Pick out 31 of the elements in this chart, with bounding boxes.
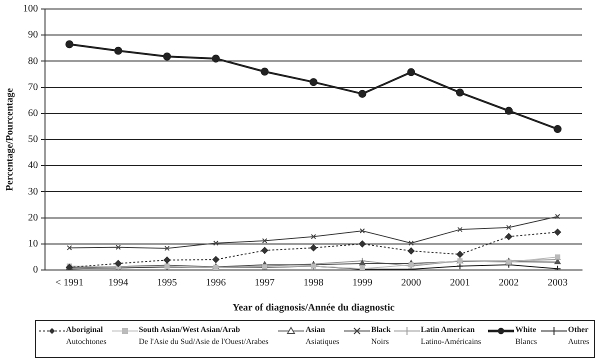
legend-label: White Blancs <box>515 324 538 348</box>
legend-label: Latin American Latino-Américains <box>420 324 482 348</box>
legend-label: Other Autres <box>568 324 590 348</box>
x-tick-label: 1996 <box>206 278 226 289</box>
x-tick-label: 1997 <box>254 278 275 289</box>
y-tick-label: 50 <box>28 134 38 146</box>
y-tick-label: 10 <box>28 238 38 250</box>
x-tick-label: 2001 <box>450 278 470 289</box>
y-tick-label: 70 <box>28 82 38 93</box>
y-axis-title: Percentage/Pourcentage <box>4 87 16 191</box>
y-tick-label: 90 <box>28 30 38 41</box>
y-tick-label: 100 <box>23 4 38 15</box>
y-tick-label: 60 <box>28 108 38 120</box>
x-tick-label: 1999 <box>352 278 372 289</box>
legend-label: Asian Asiatiques <box>305 324 340 348</box>
x-tick-label: 2003 <box>548 278 568 289</box>
x-tick-label: 2000 <box>401 278 422 289</box>
y-tick-label: 0 <box>33 264 38 276</box>
legend-label: Aboriginal Autochtones <box>66 324 108 348</box>
y-tick-label: 40 <box>28 160 38 172</box>
y-tick-label: 80 <box>28 56 38 67</box>
x-tick-label: 1995 <box>157 278 178 289</box>
legend-label: South Asian/West Asian/Arab De l'Asie du Sud/Asie de l'Ouest/Arabes <box>138 324 270 348</box>
x-axis-title: Year of diagnosis/Année du diagnostic <box>232 302 396 314</box>
x-tick-label: < 1991 <box>55 278 84 289</box>
x-tick-label: 1994 <box>108 278 128 289</box>
x-tick-label: 2002 <box>498 278 519 289</box>
y-tick-label: 30 <box>28 186 38 198</box>
x-tick-label: 1998 <box>304 278 324 289</box>
legend-label: Black Noirs <box>371 324 391 348</box>
y-tick-label: 20 <box>28 212 38 224</box>
